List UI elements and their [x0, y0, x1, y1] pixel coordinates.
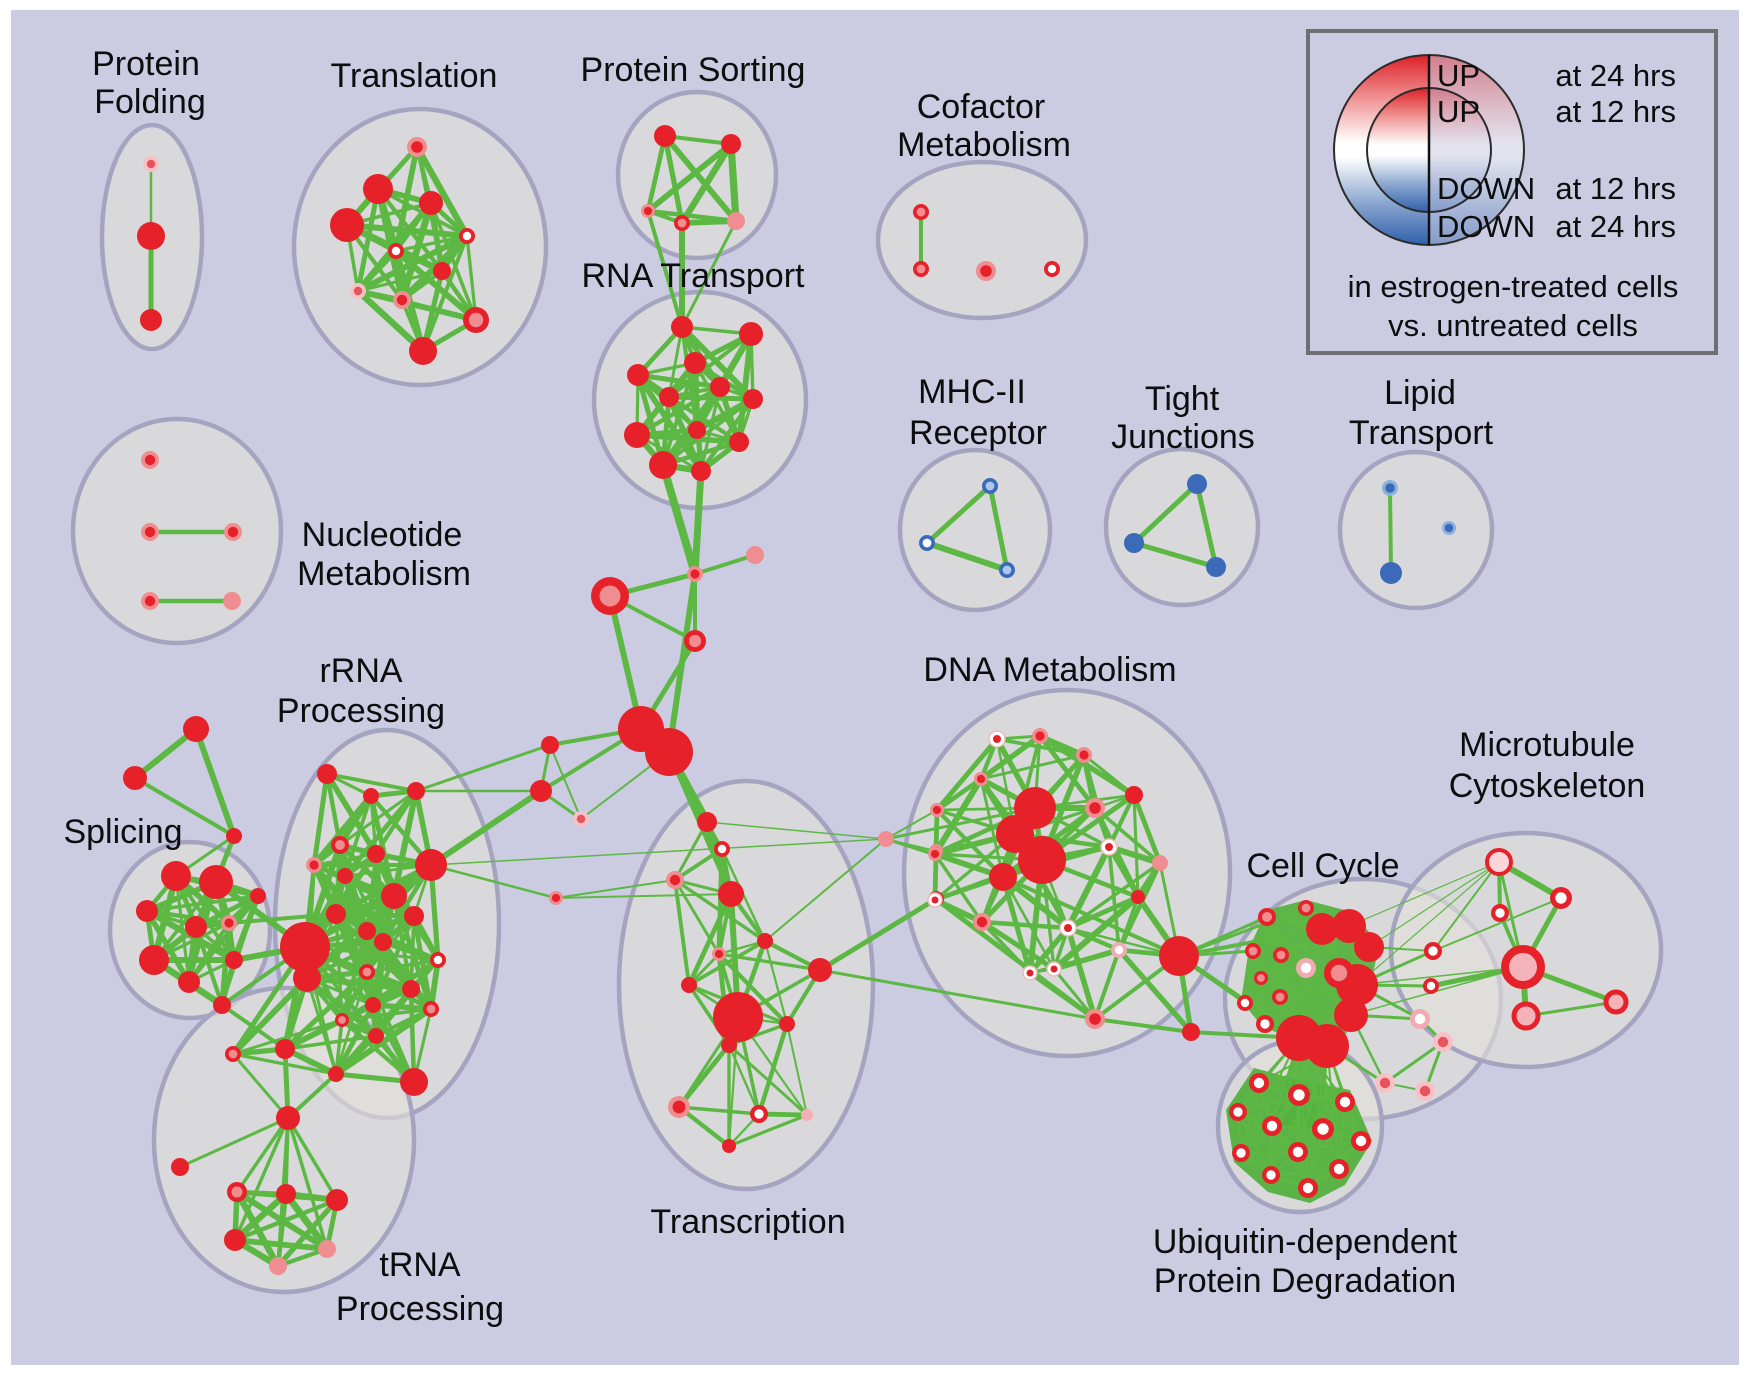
svg-text:Cytoskeleton: Cytoskeleton — [1449, 767, 1646, 805]
svg-text:Transport: Transport — [1349, 414, 1494, 452]
svg-text:in estrogen-treated cells: in estrogen-treated cells — [1348, 269, 1679, 304]
svg-text:Processing: Processing — [336, 1290, 504, 1328]
svg-text:rRNA: rRNA — [319, 652, 402, 690]
svg-text:Metabolism: Metabolism — [897, 126, 1071, 164]
svg-text:Protein Degradation: Protein Degradation — [1154, 1262, 1456, 1300]
svg-text:Processing: Processing — [277, 692, 445, 730]
svg-text:DOWN: DOWN — [1437, 209, 1535, 244]
svg-text:Junctions: Junctions — [1111, 418, 1255, 456]
svg-text:Protein: Protein — [92, 45, 200, 83]
svg-text:Nucleotide: Nucleotide — [302, 516, 463, 554]
svg-text:UP: UP — [1437, 94, 1480, 129]
svg-text:Cofactor: Cofactor — [917, 88, 1046, 126]
svg-text:DOWN: DOWN — [1437, 171, 1535, 206]
svg-text:Ubiquitin-dependent: Ubiquitin-dependent — [1153, 1223, 1458, 1261]
svg-text:DNA Metabolism: DNA Metabolism — [923, 651, 1176, 689]
svg-text:Receptor: Receptor — [909, 414, 1047, 452]
svg-text:UP: UP — [1437, 58, 1480, 93]
svg-text:Microtubule: Microtubule — [1459, 726, 1635, 764]
svg-text:Lipid: Lipid — [1384, 374, 1456, 412]
svg-text:MHC-II: MHC-II — [918, 373, 1026, 411]
svg-text:Splicing: Splicing — [63, 813, 182, 851]
svg-text:Protein Sorting: Protein Sorting — [581, 51, 806, 89]
svg-text:at 24 hrs: at 24 hrs — [1555, 209, 1676, 244]
svg-text:Folding: Folding — [94, 83, 206, 121]
svg-text:Tight: Tight — [1145, 380, 1220, 418]
svg-text:RNA Transport: RNA Transport — [582, 257, 806, 295]
svg-text:Metabolism: Metabolism — [297, 555, 471, 593]
svg-text:vs. untreated cells: vs. untreated cells — [1388, 308, 1638, 343]
svg-text:at 24 hrs: at 24 hrs — [1555, 58, 1676, 93]
svg-text:at 12 hrs: at 12 hrs — [1555, 94, 1676, 129]
svg-text:Transcription: Transcription — [650, 1203, 845, 1241]
svg-text:at 12 hrs: at 12 hrs — [1555, 171, 1676, 206]
svg-text:tRNA: tRNA — [379, 1246, 461, 1284]
svg-text:Cell Cycle: Cell Cycle — [1246, 847, 1399, 885]
svg-text:Translation: Translation — [331, 57, 498, 95]
